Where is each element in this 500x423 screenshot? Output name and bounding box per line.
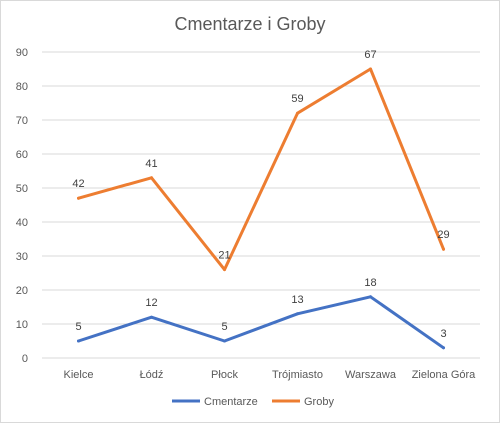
x-tick-label: Zielona Góra bbox=[412, 369, 476, 381]
data-point bbox=[223, 339, 226, 343]
x-tick-label: Kielce bbox=[64, 369, 94, 381]
y-tick-label: 30 bbox=[16, 251, 28, 263]
data-point bbox=[77, 339, 80, 343]
data-point bbox=[369, 295, 372, 299]
data-point bbox=[150, 176, 153, 180]
data-point bbox=[442, 346, 445, 350]
x-axis-ticks: Kielce Łódź Płock Trójmiasto Warszawa Zielona… bbox=[64, 369, 477, 381]
legend-label: Groby bbox=[304, 396, 334, 408]
chart-title: Cmentarze i Groby bbox=[174, 14, 325, 34]
data-label: 29 bbox=[437, 229, 449, 241]
y-tick-label: 70 bbox=[16, 115, 28, 127]
data-label: 18 bbox=[364, 277, 376, 289]
legend: Cmentarze Groby bbox=[172, 396, 334, 408]
x-tick-label: Trójmiasto bbox=[272, 369, 323, 381]
series-line-groby bbox=[77, 67, 445, 272]
data-point bbox=[296, 111, 299, 115]
series-lines bbox=[77, 67, 445, 350]
data-point bbox=[77, 196, 80, 200]
data-labels: 5 12 5 13 18 3 42 41 21 59 67 29 bbox=[72, 49, 449, 340]
data-label: 42 bbox=[72, 178, 84, 190]
data-label: 5 bbox=[75, 321, 81, 333]
y-tick-label: 10 bbox=[16, 319, 28, 331]
y-tick-label: 80 bbox=[16, 81, 28, 93]
y-tick-label: 40 bbox=[16, 217, 28, 229]
data-label: 5 bbox=[221, 321, 227, 333]
data-label: 41 bbox=[145, 158, 157, 170]
data-label: 3 bbox=[440, 328, 446, 340]
gridlines bbox=[42, 51, 480, 359]
data-point bbox=[369, 67, 372, 71]
y-tick-label: 50 bbox=[16, 183, 28, 195]
y-tick-label: 20 bbox=[16, 285, 28, 297]
data-label: 67 bbox=[364, 49, 376, 61]
x-tick-label: Płock bbox=[211, 369, 238, 381]
data-point bbox=[223, 268, 226, 272]
data-label: 12 bbox=[145, 297, 157, 309]
x-tick-label: Warszawa bbox=[345, 369, 397, 381]
y-tick-label: 90 bbox=[16, 47, 28, 59]
data-point bbox=[150, 315, 153, 319]
data-point bbox=[442, 247, 445, 251]
data-label: 59 bbox=[291, 93, 303, 105]
x-tick-label: Łódź bbox=[140, 369, 164, 381]
data-label: 13 bbox=[291, 294, 303, 306]
y-axis-ticks: 0 10 20 30 40 50 60 70 80 90 bbox=[16, 47, 28, 365]
series-line-cmentarze bbox=[77, 295, 445, 350]
legend-label: Cmentarze bbox=[204, 396, 258, 408]
data-label: 21 bbox=[218, 250, 230, 262]
y-tick-label: 0 bbox=[22, 353, 28, 365]
y-tick-label: 60 bbox=[16, 149, 28, 161]
data-point bbox=[296, 312, 299, 316]
